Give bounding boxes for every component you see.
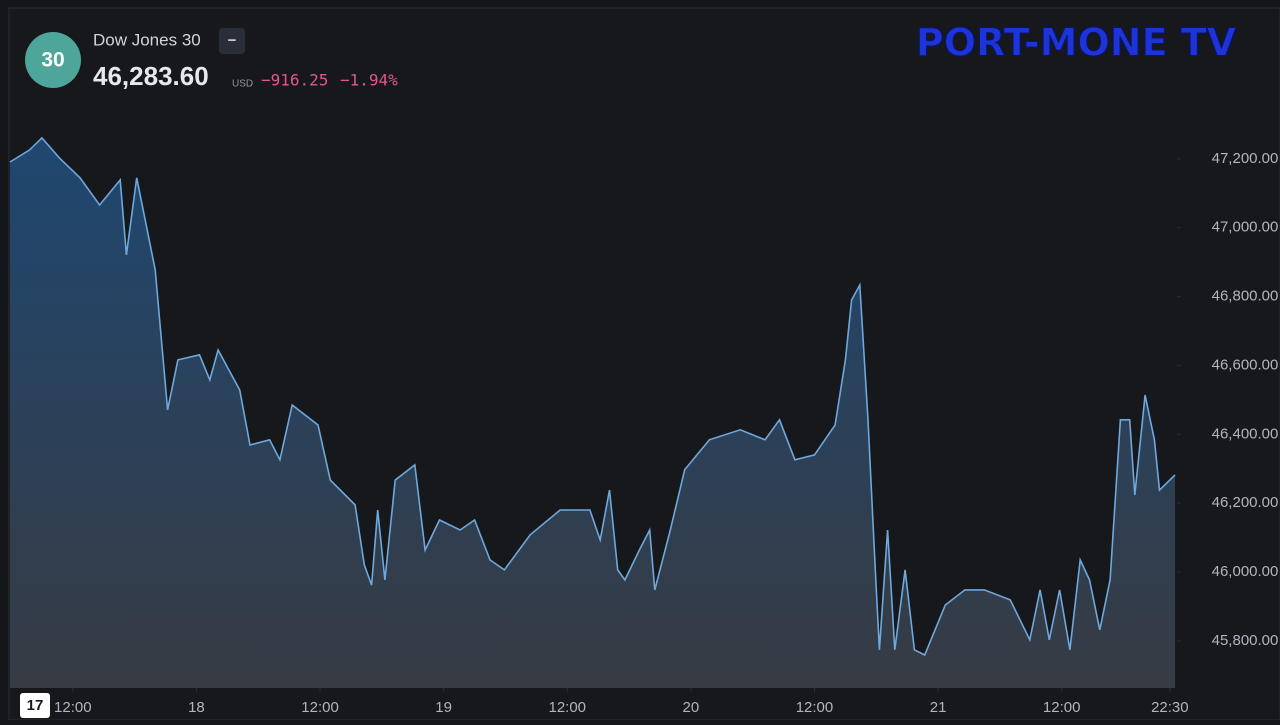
x-tick-label: 12:00 bbox=[548, 699, 586, 716]
y-tick-label: 46,000.00 bbox=[1212, 563, 1279, 580]
logo: PORT-MONE TV bbox=[916, 21, 1237, 65]
collapse-icon[interactable]: − bbox=[228, 32, 237, 49]
last-price: 46,283.60 bbox=[93, 61, 209, 91]
x-tick-label: 18 bbox=[188, 699, 205, 716]
symbol-name: Dow Jones 30 bbox=[93, 30, 201, 49]
y-tick-label: 46,400.00 bbox=[1212, 425, 1279, 442]
symbol-badge bbox=[25, 32, 81, 88]
currency: USD bbox=[232, 79, 253, 90]
price-change: −916.25 bbox=[261, 71, 328, 90]
y-tick-label: 46,800.00 bbox=[1212, 288, 1279, 305]
y-tick-label: 45,800.00 bbox=[1212, 632, 1279, 649]
x-tick-label: 12:00 bbox=[796, 699, 834, 716]
badge-text: 30 bbox=[41, 49, 64, 72]
x-tick-label: 20 bbox=[683, 699, 700, 716]
plot: 45,800.00 46,000.00 46,200.00 46,400.00 46,6… bbox=[9, 136, 1279, 716]
x-tick-label: 12:00 bbox=[1043, 699, 1081, 716]
y-tick-label: 46,600.00 bbox=[1212, 356, 1279, 373]
y-tick-label: 46,200.00 bbox=[1212, 494, 1279, 511]
y-tick-label: 47,000.00 bbox=[1212, 219, 1279, 236]
tv-logo-box bbox=[20, 693, 50, 718]
y-tick-label: 47,200.00 bbox=[1212, 150, 1279, 167]
x-tick-label: 12:00 bbox=[54, 699, 92, 716]
x-tick-label: 12:00 bbox=[301, 699, 339, 716]
area-fill bbox=[10, 137, 1175, 688]
x-tick-label: 21 bbox=[930, 699, 947, 716]
tv-logo: 17 bbox=[27, 697, 44, 714]
price-line bbox=[9, 136, 1176, 657]
collapse-button[interactable] bbox=[219, 28, 245, 54]
x-tick-label: 22:30 bbox=[1151, 699, 1189, 716]
percent-change: −1.94% bbox=[340, 71, 398, 90]
x-tick-label: 19 bbox=[435, 699, 452, 716]
